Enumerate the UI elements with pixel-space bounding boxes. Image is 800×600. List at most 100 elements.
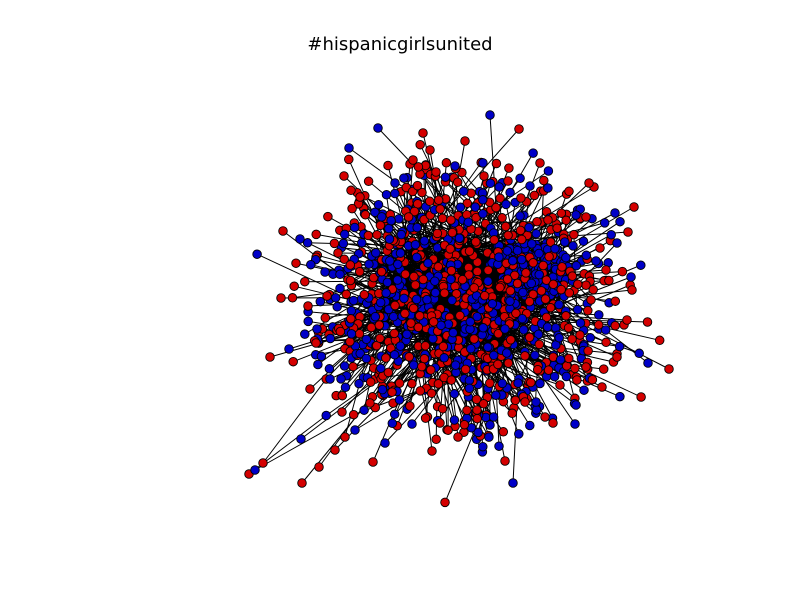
network-node	[478, 441, 488, 452]
network-node	[441, 158, 452, 168]
network-node	[520, 397, 530, 407]
network-node	[478, 209, 488, 219]
network-node	[380, 438, 390, 448]
network-node	[485, 378, 495, 388]
network-node	[433, 195, 444, 205]
network-node	[614, 341, 625, 352]
network-node	[489, 235, 499, 245]
network-node	[346, 314, 356, 324]
network-node	[622, 315, 632, 325]
network-node	[415, 386, 426, 396]
network-node	[491, 158, 502, 169]
network-node	[561, 371, 572, 382]
network-node	[636, 260, 646, 270]
network-node	[446, 375, 457, 385]
network-node	[449, 415, 460, 425]
network-node	[539, 175, 549, 186]
network-node	[320, 267, 330, 277]
network-node	[462, 405, 472, 416]
network-node	[595, 243, 605, 253]
network-node	[478, 195, 488, 205]
network-node	[484, 432, 494, 442]
network-node	[497, 213, 507, 223]
network-node	[594, 310, 604, 320]
network-node	[510, 395, 521, 406]
network-node	[348, 295, 359, 306]
network-node	[478, 158, 488, 168]
network-node	[627, 285, 637, 295]
network-node	[495, 193, 505, 204]
network-node	[538, 260, 548, 271]
network-node	[446, 215, 456, 225]
network-node	[325, 333, 336, 344]
network-node	[529, 190, 540, 201]
network-node	[502, 246, 513, 256]
network-node	[341, 289, 352, 300]
network-node	[643, 358, 653, 368]
network-node	[368, 457, 378, 467]
network-node	[545, 302, 556, 313]
network-node	[338, 238, 349, 249]
network-node	[601, 265, 611, 275]
network-node	[534, 339, 545, 350]
network-node	[572, 375, 582, 385]
network-node	[455, 202, 466, 213]
network-node	[485, 420, 495, 430]
network-node	[610, 296, 621, 306]
network-node	[464, 246, 475, 256]
network-node	[570, 419, 580, 429]
network-node	[426, 388, 437, 399]
network-node	[413, 162, 424, 172]
network-node	[526, 377, 536, 388]
network-node	[394, 395, 405, 405]
network-node	[469, 334, 479, 344]
network-node	[479, 290, 490, 301]
network-node	[500, 221, 511, 232]
network-node	[489, 350, 499, 361]
network-node	[363, 230, 374, 241]
network-node	[504, 163, 514, 173]
network-node	[395, 341, 406, 351]
network-node	[339, 254, 349, 264]
network-node	[517, 313, 527, 324]
network-node	[365, 398, 375, 408]
network-node	[598, 364, 609, 374]
network-node	[346, 329, 357, 339]
network-node	[471, 394, 482, 405]
network-node	[573, 279, 583, 289]
network-node	[664, 364, 674, 374]
network-node	[501, 199, 511, 210]
network-node	[374, 320, 385, 330]
network-node	[425, 145, 435, 155]
network-node	[585, 333, 596, 343]
network-node	[493, 359, 503, 370]
network-node	[344, 154, 354, 165]
network-node	[518, 287, 528, 298]
network-node	[548, 279, 559, 290]
network-node	[450, 161, 460, 171]
network-node	[435, 204, 445, 214]
network-node	[591, 256, 601, 266]
network-node	[348, 409, 359, 420]
network-node	[305, 384, 315, 394]
network-node	[514, 429, 524, 439]
network-node	[348, 361, 358, 372]
network-node	[564, 186, 574, 197]
network-node	[453, 432, 463, 442]
network-node	[345, 336, 355, 347]
network-node	[399, 173, 409, 183]
network-node	[543, 166, 554, 176]
network-node	[384, 234, 395, 244]
network-node	[450, 360, 461, 370]
network-node	[581, 250, 592, 261]
network-node	[541, 275, 552, 285]
network-node	[383, 367, 394, 378]
network-node	[500, 456, 510, 466]
network-node	[507, 255, 518, 266]
network-node	[626, 272, 636, 282]
network-node	[488, 412, 499, 422]
network-edge	[384, 392, 432, 444]
network-node	[516, 254, 527, 265]
network-node	[579, 385, 589, 395]
network-node	[390, 188, 400, 199]
